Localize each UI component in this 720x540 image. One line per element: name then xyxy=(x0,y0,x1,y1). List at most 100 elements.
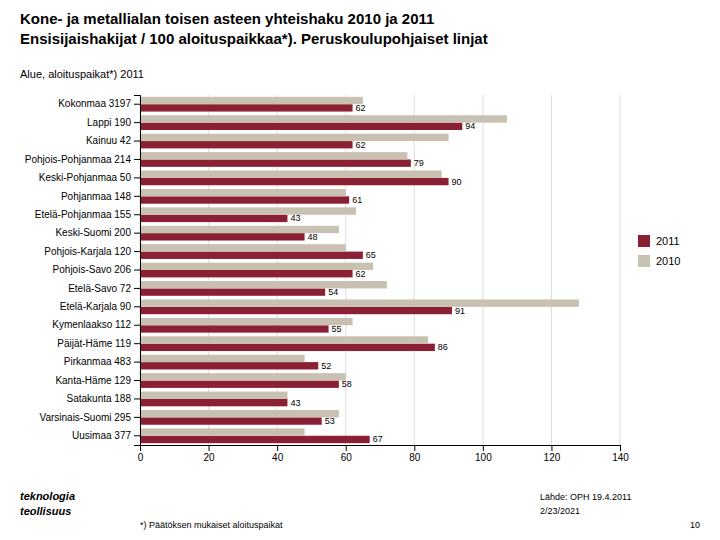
y-tick: Uusimaa 377 xyxy=(72,430,140,441)
subtitle: Ensisijaishakijat / 100 aloituspaikkaa*)… xyxy=(20,30,488,47)
bar xyxy=(140,428,305,435)
y-tick-mark xyxy=(134,251,140,252)
bar xyxy=(140,325,329,332)
legend-item: 2011 xyxy=(638,235,680,247)
legend: 2011 2010 xyxy=(638,235,680,267)
data-label: 43 xyxy=(290,398,300,408)
y-tick-label: Lappi 190 xyxy=(87,117,131,128)
y-tick-mark xyxy=(134,122,140,123)
y-tick: Pohjanmaa 148 xyxy=(61,191,140,202)
bar xyxy=(140,381,339,388)
bar xyxy=(140,215,287,222)
page-number: 10 xyxy=(690,520,700,530)
bar xyxy=(140,410,339,417)
data-label: 55 xyxy=(332,324,342,334)
y-tick: Pirkanmaa 483 xyxy=(64,356,140,367)
legend-label: 2011 xyxy=(656,235,680,247)
bar xyxy=(140,281,387,288)
bar xyxy=(140,233,305,240)
y-tick: Kokonmaa 3197 xyxy=(58,98,140,109)
footnote: *) Päätöksen mukaiset aloituspaikat xyxy=(140,520,283,530)
x-tick-label: 80 xyxy=(409,452,421,463)
bar xyxy=(140,252,363,259)
data-label: 91 xyxy=(455,306,465,316)
y-tick-label: Pirkanmaa 483 xyxy=(64,356,132,367)
grid-line xyxy=(551,95,552,445)
x-tick-label: 60 xyxy=(341,452,353,463)
bar xyxy=(140,362,318,369)
y-tick-label: Kainuu 42 xyxy=(86,135,131,146)
data-labels: 62946279906143486562549155865258435367 xyxy=(290,103,475,445)
y-axis: Kokonmaa 3197Lappi 190Kainuu 42Pohjois-P… xyxy=(25,96,141,446)
y-tick: Lappi 190 xyxy=(87,117,140,128)
legend-item: 2010 xyxy=(638,255,680,267)
bar xyxy=(140,399,287,406)
bar xyxy=(140,152,407,159)
y-tick: Satakunta 188 xyxy=(67,393,141,404)
data-label: 43 xyxy=(290,213,300,223)
x-tick: 60 xyxy=(341,445,353,463)
y-axis-line xyxy=(134,96,141,446)
logo-text: teollisuus xyxy=(20,505,71,517)
bar xyxy=(140,417,322,424)
y-tick-mark xyxy=(134,214,140,215)
data-label: 86 xyxy=(438,342,448,352)
y-tick-mark xyxy=(134,233,140,234)
bar xyxy=(140,373,346,380)
y-tick: Keski-Suomi 200 xyxy=(55,227,140,238)
y-tick-mark xyxy=(134,141,140,142)
y-tick-label: Satakunta 188 xyxy=(67,393,132,404)
bar xyxy=(140,189,346,196)
x-tick: 0 xyxy=(138,445,144,463)
x-tick-label: 100 xyxy=(475,452,492,463)
y-tick-label: Kymenlaakso 112 xyxy=(52,319,131,330)
y-tick-mark xyxy=(134,325,140,326)
y-tick-label: Kanta-Häme 129 xyxy=(55,375,131,386)
x-tick-mark xyxy=(414,445,415,451)
y-tick: Varsinais-Suomi 295 xyxy=(39,412,140,423)
x-tick: 120 xyxy=(544,445,561,463)
bar xyxy=(140,196,349,203)
y-tick-mark xyxy=(134,343,140,344)
data-label: 53 xyxy=(325,416,335,426)
x-tick: 100 xyxy=(475,445,492,463)
x-tick-mark xyxy=(346,445,347,451)
bar xyxy=(140,270,353,277)
y-tick-label: Etelä-Pohjanmaa 155 xyxy=(35,209,132,220)
x-tick: 20 xyxy=(204,445,216,463)
grid-line xyxy=(414,95,415,445)
bar xyxy=(140,104,353,111)
bar xyxy=(140,436,370,443)
y-tick-label: Pohjois-Savo 206 xyxy=(53,264,132,275)
y-tick-mark xyxy=(134,306,140,307)
data-label: 94 xyxy=(465,121,475,131)
bar xyxy=(140,159,411,166)
y-tick-label: Pohjois-Karjala 120 xyxy=(44,246,131,257)
legend-swatch xyxy=(638,255,650,267)
y-tick: Pohjois-Karjala 120 xyxy=(44,246,140,257)
x-tick-label: 40 xyxy=(272,452,284,463)
data-label: 54 xyxy=(328,287,338,297)
data-label: 62 xyxy=(356,103,366,113)
data-label: 90 xyxy=(452,177,462,187)
y-tick-label: Uusimaa 377 xyxy=(72,430,131,441)
x-tick: 80 xyxy=(409,445,421,463)
bar xyxy=(140,392,287,399)
y-tick: Etelä-Pohjanmaa 155 xyxy=(35,209,140,220)
x-tick-mark xyxy=(551,445,552,451)
date: 2/23/2021 xyxy=(540,506,580,516)
series xyxy=(140,104,462,443)
x-tick-mark xyxy=(209,445,210,451)
y-tick: Etelä-Karjala 90 xyxy=(60,301,140,312)
data-label: 62 xyxy=(356,140,366,150)
y-tick: Päijät-Häme 119 xyxy=(57,338,140,349)
y-tick: Keski-Pohjanmaa 50 xyxy=(39,172,140,183)
legend-label: 2010 xyxy=(656,255,680,267)
y-tick: Etelä-Savo 72 xyxy=(68,283,140,294)
x-tick-mark xyxy=(620,445,621,451)
x-tick-label: 0 xyxy=(138,452,144,463)
bar xyxy=(140,263,373,270)
data-label: 79 xyxy=(414,158,424,168)
y-tick: Kymenlaakso 112 xyxy=(52,319,140,330)
y-tick-mark xyxy=(134,104,140,105)
